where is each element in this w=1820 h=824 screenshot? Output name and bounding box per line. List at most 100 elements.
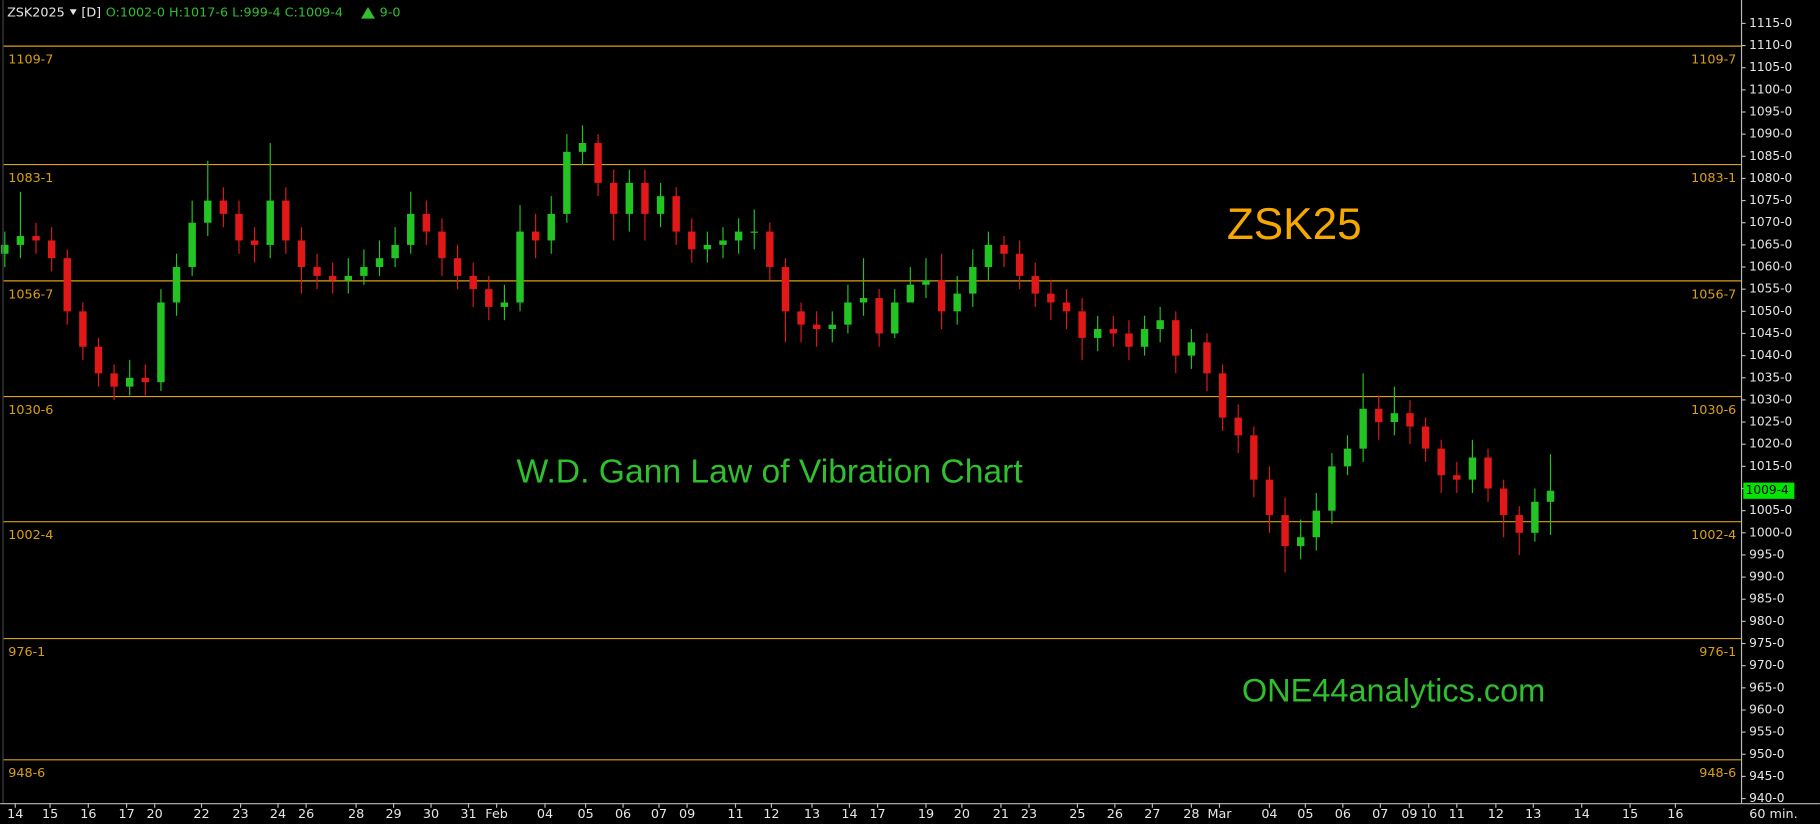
x-tick-label: 12: [1488, 807, 1504, 822]
y-tick-label: 1015-0: [1749, 459, 1792, 473]
gann-level-label: 948-6: [8, 766, 45, 781]
y-tick-label: 965-0: [1749, 680, 1784, 694]
candle-body: [672, 196, 680, 232]
candle-body: [1203, 342, 1211, 374]
y-tick-label: 945-0: [1749, 769, 1784, 783]
candle-body: [656, 196, 665, 214]
gann-level-label: 1002-4: [1691, 528, 1736, 543]
candle-body: [1125, 333, 1133, 347]
candle-body: [984, 244, 993, 268]
candle-body: [1515, 515, 1523, 533]
y-tick-label: 1075-0: [1749, 193, 1792, 207]
change: 9-0: [380, 5, 401, 20]
candle-body: [1140, 329, 1149, 347]
candle-body: [719, 240, 727, 245]
candle-body: [797, 311, 805, 325]
gann-level-label: 948-6: [1699, 766, 1736, 781]
x-tick-label: 14: [7, 807, 23, 822]
change-up-icon: [361, 6, 375, 19]
y-tick-label: 995-0: [1749, 547, 1784, 561]
candle-body: [1437, 448, 1445, 476]
y-tick-label: 950-0: [1749, 747, 1784, 761]
symbol[interactable]: ZSK2025: [7, 5, 65, 20]
annotation: ONE44analytics.com: [1242, 672, 1545, 708]
x-tick-label: 06: [1335, 807, 1351, 822]
candle-body: [422, 213, 431, 232]
candle-body: [1172, 320, 1180, 356]
y-tick-label: 1110-0: [1749, 38, 1792, 52]
y-tick-label: 1100-0: [1749, 82, 1792, 96]
candle-body: [609, 182, 618, 214]
y-tick-label: 1080-0: [1749, 171, 1792, 185]
candle-body: [79, 311, 87, 347]
y-tick-label: 985-0: [1749, 592, 1784, 606]
y-tick-label: 1000-0: [1749, 525, 1792, 539]
candle-body: [531, 231, 540, 241]
y-tick-label: 1090-0: [1749, 127, 1792, 141]
candle-body: [328, 275, 337, 281]
candle-body: [500, 302, 509, 307]
candle-body: [828, 324, 837, 330]
candle-body: [1406, 413, 1414, 427]
candle-body: [1234, 417, 1242, 436]
candle-body: [516, 231, 524, 303]
candle-body: [453, 258, 462, 276]
x-tick-label: 25: [1069, 807, 1085, 822]
candle-body: [734, 231, 743, 241]
candle-body: [1531, 501, 1539, 533]
gann-level-label: 1056-7: [1691, 287, 1736, 302]
candle-body: [1047, 293, 1055, 303]
interval: [D]: [81, 5, 101, 20]
last-price-box: [1743, 482, 1795, 499]
candle-body: [1218, 373, 1227, 418]
candle-body: [266, 200, 274, 245]
x-tick-label: 14: [1574, 807, 1590, 822]
x-tick-label: 06: [615, 807, 631, 822]
candle-body: [219, 200, 228, 214]
header[interactable]: ZSK2025 [D] O:1002-0 H:1017-6 L:999-4 C:…: [7, 5, 400, 20]
y-tick-label: 1060-0: [1749, 260, 1792, 274]
x-tick-label: 10: [1421, 807, 1437, 822]
candle-body: [125, 377, 134, 387]
dropdown-icon[interactable]: [69, 9, 77, 16]
x-tick-label: 13: [804, 807, 820, 822]
candle-body: [1390, 413, 1399, 423]
interval-label: 60 min.: [1749, 807, 1797, 822]
x-tick-label: 28: [348, 807, 364, 822]
annotation: ZSK25: [1227, 200, 1362, 249]
candle-body: [922, 280, 930, 285]
x-tick-label: 27: [1144, 807, 1160, 822]
y-tick-label: 940-0: [1749, 791, 1784, 805]
candle-body: [313, 267, 321, 276]
candle-body: [438, 231, 446, 259]
x-tick-label: 15: [42, 807, 58, 822]
y-tick-label: 955-0: [1749, 725, 1784, 739]
gann-level-label: 1056-7: [8, 287, 53, 302]
y-tick-label: 975-0: [1749, 636, 1784, 650]
candle-body: [891, 302, 899, 334]
candle-body: [1421, 426, 1430, 449]
candle-body: [344, 275, 353, 281]
y-tick-label: 1025-0: [1749, 415, 1792, 429]
x-tick-label: 20: [147, 807, 163, 822]
x-tick-label: 15: [1622, 807, 1638, 822]
gann-level-label: 976-1: [1699, 645, 1736, 660]
x-tick-label: 04: [1261, 807, 1277, 822]
candle-body: [906, 284, 915, 303]
candle-body: [563, 151, 571, 214]
x-tick-label: 24: [270, 807, 286, 822]
candle-body: [188, 222, 196, 268]
x-tick-label: 26: [298, 807, 314, 822]
y-tick-label: 1095-0: [1749, 105, 1792, 119]
y-tick-label: 1085-0: [1749, 149, 1792, 163]
candle-body: [16, 236, 25, 245]
candle-body: [812, 324, 821, 330]
x-tick-label: Mar: [1207, 807, 1232, 822]
x-tick-label: 31: [460, 807, 476, 822]
x-tick-label: 19: [918, 807, 934, 822]
candle-body: [110, 373, 118, 387]
candle-body: [875, 298, 883, 334]
y-tick-label: 1050-0: [1749, 304, 1792, 318]
x-tick-label: 09: [1401, 807, 1417, 822]
